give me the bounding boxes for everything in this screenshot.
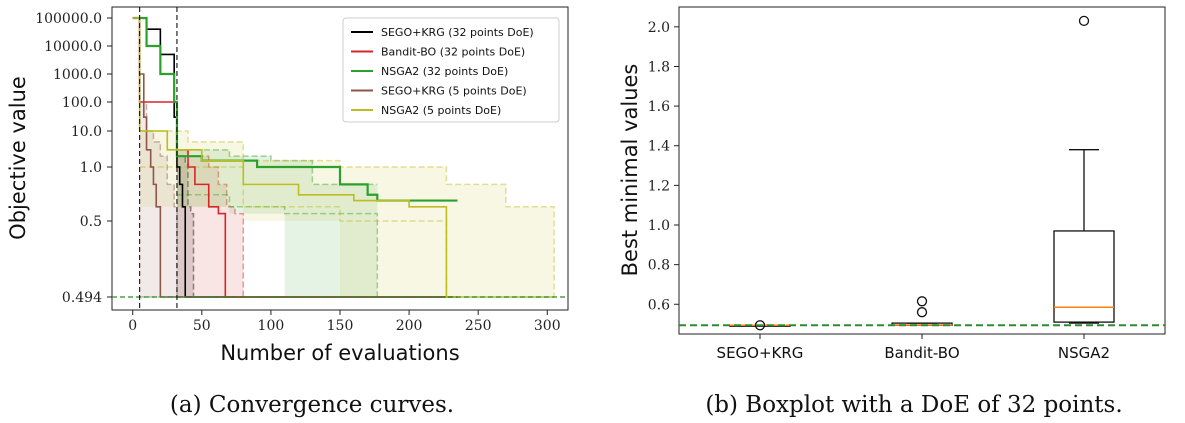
y-tick-label: 10.0 [71, 124, 102, 140]
x-tick-label: 150 [327, 318, 354, 334]
y-tick-label: 100.0 [62, 95, 102, 111]
y-tick-label: 1.0 [648, 218, 670, 234]
band-fill-3 [139, 102, 177, 297]
band-upper-1 [176, 149, 245, 297]
legend-entry: Bandit-BO (32 points DoE) [381, 46, 525, 59]
right-plot-frame [678, 6, 1166, 335]
band-upper-3 [139, 101, 178, 297]
confidence-bands [139, 101, 555, 298]
boxes [679, 15, 1165, 331]
caption-left: (a) Convergence curves. [170, 392, 454, 418]
right-y-axis-label: Best minimal values [618, 64, 642, 277]
legend-box [342, 17, 560, 123]
legend-entry: NSGA2 (5 points DoE) [381, 104, 501, 117]
y-tick-label: 1.2 [648, 178, 670, 194]
x-tick-label: 50 [193, 318, 211, 334]
y-tick-label: 1.4 [648, 139, 670, 155]
y-tick-label: 100000.0 [35, 11, 102, 27]
series-line-3 [132, 17, 458, 298]
boxplot-chart: 0.6 0.8 1.0 1.2 1.4 1.6 1.8 2.0 SEGO+KRG Bandit-B… [618, 6, 1166, 362]
x-tick-label: 0 [128, 318, 137, 334]
y-tick-label: 1000.0 [53, 67, 102, 83]
legend: SEGO+KRG (32 points DoE) Bandit-BO (32 po… [342, 17, 560, 123]
band-fill-2 [176, 149, 378, 297]
y-tick-label: 0.5 [80, 214, 102, 230]
caption-right: (b) Boxplot with a DoE of 32 points. [705, 392, 1122, 418]
y-tick-label: 0.8 [648, 258, 670, 274]
x-tick-label: 300 [534, 318, 561, 334]
y-tick-label: 0.494 [62, 290, 102, 306]
category-label: NSGA2 [1058, 344, 1110, 362]
x-tick-label: 200 [396, 318, 423, 334]
left-x-axis-label: Number of evaluations [220, 341, 459, 365]
band-upper-0 [176, 155, 195, 297]
series-line-4 [132, 17, 555, 298]
band-lower-2 [176, 194, 379, 297]
band-fill-1 [176, 149, 244, 297]
y-tick-label: 2.0 [648, 20, 670, 36]
outlier-point [916, 307, 928, 318]
outlier-point [754, 320, 766, 331]
legend-entry: SEGO+KRG (32 points DoE) [381, 26, 534, 39]
y-tick-label: 10000.0 [44, 39, 102, 55]
left-y-axis-label: Objective value [6, 76, 30, 240]
box-bandit-bo [891, 296, 953, 326]
box-body [1053, 230, 1115, 323]
legend-entry: NSGA2 (32 points DoE) [381, 65, 508, 78]
right-axis-ticks: 0.6 0.8 1.0 1.2 1.4 1.6 1.8 2.0 SEGO+KRG Bandit-B… [648, 20, 1110, 362]
outlier-point [916, 296, 928, 307]
band-upper-2 [176, 149, 378, 186]
left-axis-ticks: 0 50 100 150 200 250 300 100000.0 10000.0 1000.0 1… [35, 7, 568, 334]
series-line-1 [132, 17, 458, 298]
box-nsga2 [1053, 15, 1115, 324]
y-tick-label: 1.6 [648, 99, 670, 115]
convergence-chart: 0 50 100 150 200 250 300 100000.0 10000.0 1000.0 1… [6, 6, 569, 365]
outlier-point [1078, 15, 1090, 27]
legend-entry: SEGO+KRG (5 points DoE) [381, 85, 527, 98]
x-tick-label: 100 [258, 318, 285, 334]
category-label: SEGO+KRG [717, 344, 804, 362]
x-tick-label: 250 [465, 318, 492, 334]
y-tick-label: 1.8 [648, 59, 670, 75]
category-label: Bandit-BO [884, 344, 959, 362]
y-tick-label: 0.6 [648, 297, 670, 313]
mean-curves [132, 16, 555, 298]
y-tick-label: 1.0 [80, 160, 102, 176]
